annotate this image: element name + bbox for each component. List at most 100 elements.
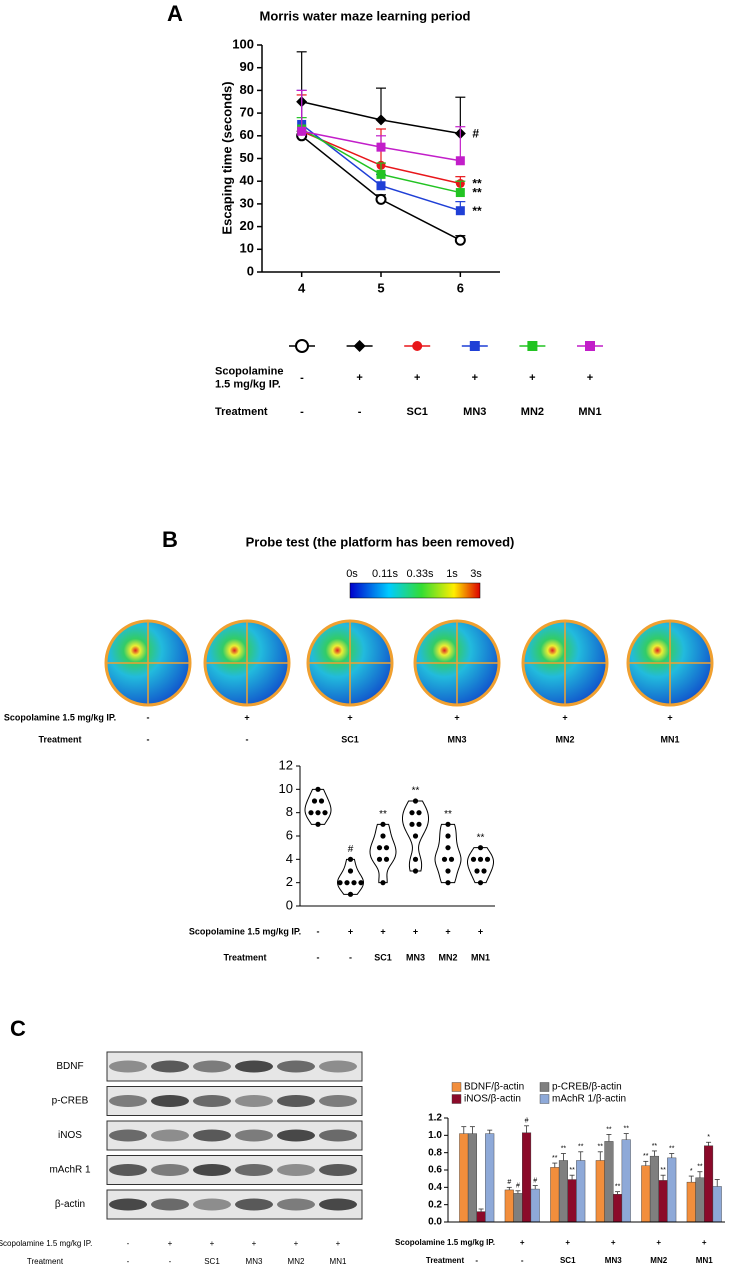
bar [712,1186,722,1223]
condition-cell: SC1 [406,406,427,418]
point [376,856,383,862]
colorbar-label: 0.11s [372,568,399,580]
colorbar-label: 0.33s [407,568,434,580]
y-tick-label: 30 [240,195,254,210]
colorbar-label: 3s [470,568,482,580]
y-tick-label: 1.0 [428,1130,442,1141]
bar [467,1133,477,1223]
blot-band [319,1060,357,1073]
point [445,880,451,886]
point [448,856,455,862]
blot-band [235,1060,273,1073]
point [409,810,415,816]
significance-label: ** [660,1167,666,1174]
condition-cell: - [147,712,150,722]
y-tick-label: 10 [279,781,293,796]
condition-cell: - [300,372,304,384]
chart-title: Morris water maze learning period [260,8,471,23]
point [311,798,318,804]
condition-cell: - [127,1239,130,1248]
blot-band [109,1129,147,1142]
panel-label: B [162,527,178,552]
legend-label: mAchR 1/β-actin [552,1094,626,1105]
point [347,856,354,862]
point [454,234,466,246]
condition-cell: - [300,406,304,418]
point [445,833,451,839]
point [315,821,321,827]
bar [576,1160,586,1223]
legend-swatch [451,1082,462,1092]
panel-label: A [167,1,183,26]
y-tick-label: 0.0 [428,1217,442,1228]
condition-cell: - [147,734,150,744]
condition-label: Treatment [215,406,268,418]
condition-cell: SC1 [560,1256,576,1265]
y-tick-label: 0.2 [428,1199,442,1210]
condition-cell: - [317,952,320,962]
point [322,810,328,816]
blot-band [193,1198,231,1211]
y-tick-label: 12 [279,757,293,772]
blot-band [277,1060,315,1073]
blot-band [319,1129,357,1142]
condition-label: Scopolamine 1.5 mg/kg IP. [0,1239,92,1248]
y-tick-label: 80 [240,82,254,97]
blot-band [151,1095,189,1107]
condition-cell: - [127,1257,130,1266]
condition-cell: - [475,1238,478,1247]
point [412,868,419,874]
blot-band [277,1198,315,1211]
legend-symbol [527,341,538,351]
point [477,845,484,851]
legend-label: iNOS/β-actin [464,1094,521,1105]
legend-label: p-CREB/β-actin [552,1082,622,1093]
blot-band [109,1164,147,1176]
blot-label: mAchR 1 [49,1165,91,1176]
point [375,114,387,126]
bar [485,1133,495,1223]
condition-cell: + [478,926,483,936]
point [380,880,386,886]
violin [434,823,462,884]
condition-cell: + [348,926,353,936]
significance-label: ** [643,1153,649,1160]
condition-cell: + [445,926,450,936]
colorbar [349,582,481,599]
point [344,880,350,886]
point [383,856,390,862]
point [455,206,465,216]
blot-band [277,1095,315,1107]
violin [466,847,495,884]
y-tick-label: 6 [286,827,293,842]
y-tick-label: 0.8 [428,1147,442,1158]
blot-label: β-actin [55,1199,85,1210]
blot-band [193,1060,231,1073]
legend-label: BDNF/β-actin [464,1082,524,1093]
legend-symbol [412,341,423,351]
condition-label: Scopolamine 1.5 mg/kg IP. [189,926,301,936]
legend-swatch [539,1082,550,1092]
y-tick-label: 1.2 [428,1113,442,1124]
condition-cell: + [454,712,459,722]
condition-cell: MN1 [696,1256,713,1265]
blot-strip [106,1155,363,1185]
blot-band [151,1060,189,1073]
condition-cell: - [246,734,249,744]
bar [613,1194,623,1223]
blot-band [193,1164,231,1176]
point [315,810,321,816]
significance-label: ** [477,832,485,843]
blot-band [109,1198,147,1211]
condition-cell: + [702,1238,707,1247]
point [308,810,314,816]
blot-label: p-CREB [52,1096,89,1107]
significance-label: ** [598,1144,604,1151]
significance-label: # [525,1118,529,1125]
condition-cell: MN1 [660,734,679,744]
y-tick-label: 4 [286,851,293,866]
bar [550,1167,560,1223]
condition-cell: MN2 [521,406,544,418]
point [416,821,422,827]
point [383,845,390,851]
